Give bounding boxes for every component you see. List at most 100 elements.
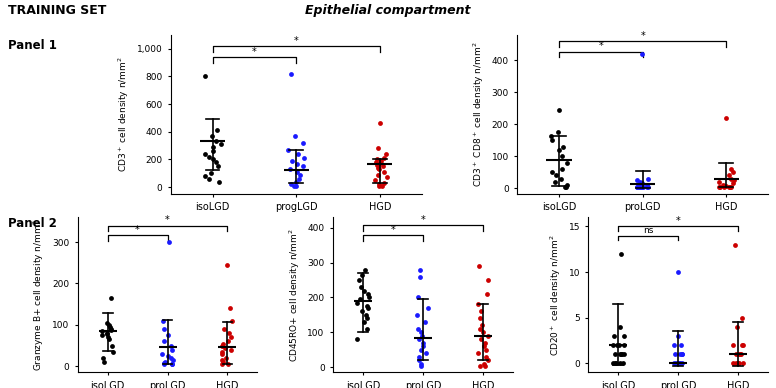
Point (723, 172, 736, 178)
Point (610, 360, 622, 366)
Point (414, 274, 427, 280)
Point (674, 360, 686, 366)
Point (613, 342, 625, 348)
Point (474, 362, 487, 369)
Point (373, 161, 386, 167)
Point (158, 338, 170, 345)
Point (165, 355, 177, 361)
Point (224, 305, 237, 312)
Point (473, 263, 486, 269)
Point (413, 336, 425, 343)
Point (734, 351, 747, 357)
Point (720, 183, 733, 189)
Point (545, 132, 557, 139)
Point (608, 360, 620, 366)
Text: Panel 1: Panel 1 (8, 39, 57, 52)
Point (636, 184, 648, 190)
Point (361, 303, 373, 309)
Text: *: * (640, 31, 645, 41)
Text: ns: ns (643, 226, 653, 235)
Point (729, 242, 742, 248)
Point (556, 153, 569, 159)
Y-axis label: Granzyme B+ cell density n/mm$^2$: Granzyme B+ cell density n/mm$^2$ (32, 219, 47, 371)
Point (217, 326, 230, 332)
Point (634, 184, 646, 190)
Point (549, 172, 562, 178)
Point (414, 267, 426, 273)
Point (560, 184, 573, 190)
Point (633, 184, 646, 190)
Point (618, 342, 630, 348)
Point (643, 175, 655, 182)
Point (630, 177, 643, 184)
Point (105, 295, 117, 301)
Point (358, 319, 370, 325)
Point (354, 296, 366, 302)
Point (636, 183, 649, 189)
Point (288, 183, 300, 189)
Point (553, 107, 566, 113)
Point (165, 346, 178, 353)
Point (222, 338, 234, 345)
Point (204, 170, 217, 177)
Point (362, 291, 375, 297)
Text: *: * (390, 225, 395, 235)
Point (476, 329, 489, 336)
Point (102, 334, 114, 340)
Point (216, 351, 228, 357)
Point (608, 351, 621, 357)
Point (482, 333, 494, 339)
Point (736, 360, 749, 366)
Point (553, 147, 566, 153)
Point (415, 362, 428, 369)
Point (617, 360, 629, 366)
Point (358, 288, 370, 294)
Point (420, 350, 432, 357)
Point (106, 326, 118, 332)
Point (618, 333, 630, 339)
Point (378, 155, 390, 161)
Point (552, 129, 564, 135)
Point (416, 333, 428, 339)
Point (225, 334, 237, 340)
Point (719, 115, 732, 121)
Point (106, 349, 119, 355)
Point (378, 180, 390, 186)
Point (641, 184, 653, 190)
Point (674, 342, 687, 348)
Point (223, 330, 236, 336)
Point (475, 336, 487, 343)
Point (559, 184, 571, 190)
Point (670, 360, 682, 366)
Point (669, 351, 681, 357)
Point (100, 330, 113, 336)
Text: *: * (598, 41, 603, 51)
Point (727, 360, 740, 366)
Point (417, 340, 429, 346)
Point (482, 357, 494, 364)
Y-axis label: CD3$^+$ cell density n/mm$^2$: CD3$^+$ cell density n/mm$^2$ (116, 57, 131, 172)
Point (217, 359, 230, 365)
Point (676, 351, 688, 357)
Point (633, 179, 646, 185)
Point (380, 174, 393, 180)
Point (292, 151, 304, 157)
Point (158, 360, 170, 366)
Point (376, 163, 389, 170)
Point (356, 308, 369, 315)
Point (372, 183, 385, 189)
Point (475, 308, 487, 315)
Point (158, 361, 170, 367)
Text: *: * (252, 47, 257, 57)
Point (733, 351, 745, 357)
Point (417, 343, 430, 350)
Point (293, 176, 305, 182)
Point (480, 347, 492, 353)
Point (286, 158, 298, 164)
Point (206, 133, 218, 139)
Point (203, 154, 215, 160)
Point (351, 300, 363, 306)
Point (199, 151, 212, 157)
Point (373, 166, 386, 172)
Text: TRAINING SET: TRAINING SET (8, 4, 106, 17)
